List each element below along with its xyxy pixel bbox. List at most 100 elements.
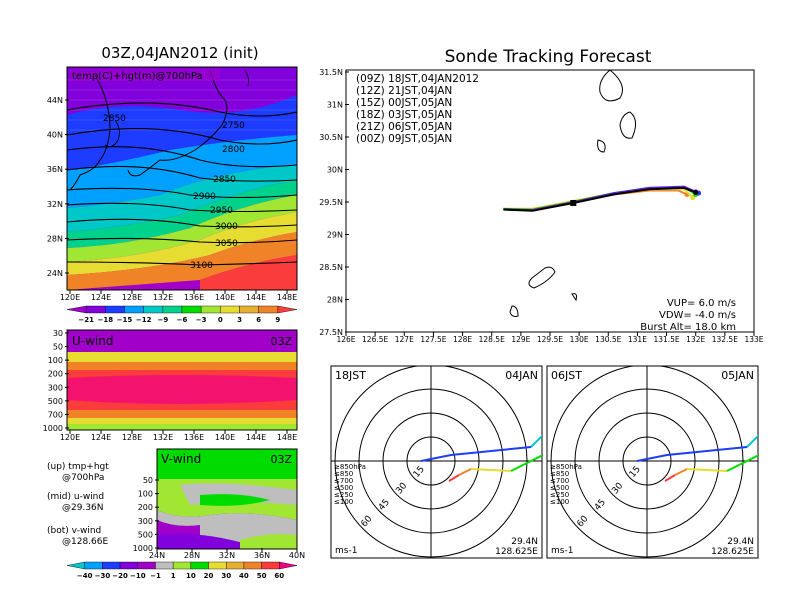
- track-map-frame: [345, 69, 755, 333]
- temp-colorbar: −21 −18 −15 −12 −9 −6 −3 0 3 6 9: [66, 305, 298, 324]
- hodograph-frame: [330, 365, 543, 559]
- contour-label: 3050: [215, 239, 238, 249]
- colorbar-label: 40: [239, 572, 249, 580]
- island-outline: [599, 70, 623, 102]
- hodograph-time: 18JST: [335, 369, 366, 382]
- note-mid-lat: @29.36N: [62, 503, 104, 513]
- colorbar-swatch: [220, 305, 240, 314]
- level-legend: ≤700: [334, 477, 353, 485]
- hodograph-time: 06JST: [551, 369, 582, 382]
- colorbar-label: −3: [196, 316, 207, 324]
- v-wind-panel: V-wind 03Z: [157, 449, 297, 549]
- lat-tick-label: 28N: [327, 296, 343, 305]
- hodograph-trace: [420, 446, 532, 462]
- hodograph-date: 04JAN: [505, 369, 538, 382]
- colorbar-label: −30: [95, 572, 111, 580]
- level-legend: ≤500: [550, 484, 569, 492]
- pressure-tick-label: 100: [48, 356, 63, 365]
- temp-map: 2850 2750 2800 2850 2900 2950 3000 3050 …: [67, 67, 297, 290]
- hodograph-trace: [530, 434, 542, 448]
- lon-tick-label: 120E: [60, 433, 80, 442]
- pressure-tick-label: 1000: [43, 424, 63, 433]
- lon-tick-label: 128E: [122, 433, 142, 442]
- colorbar-label: −40: [77, 572, 93, 580]
- hodograph-trace: [726, 454, 758, 472]
- pressure-tick-label: 100: [138, 490, 153, 499]
- temp-map-frame: [66, 66, 298, 291]
- level-legend: ≤250: [334, 491, 353, 499]
- lon-tick-label: 131.5E: [653, 335, 679, 344]
- colorbar-swatch: [181, 305, 202, 314]
- contour-label: 2950: [210, 206, 233, 216]
- hodograph-left: 15304560≥850hPa≤850≤700≤500≤250≤10018JST…: [330, 365, 543, 559]
- hodograph-trace: [746, 434, 758, 448]
- lat-tick-label: 36N: [254, 551, 270, 560]
- lon-tick-label: 128E: [453, 335, 472, 344]
- lon-tick-label: 136E: [184, 293, 204, 302]
- lon-tick-label: 120E: [60, 293, 80, 302]
- colorbar-label: 30: [221, 572, 231, 580]
- hodograph-lat: 29.4N: [727, 537, 754, 547]
- colorbar-label: 20: [204, 572, 214, 580]
- legend-entry: (15Z) 00JST,05JAN: [356, 97, 452, 109]
- hodograph-lon: 128.625E: [711, 547, 754, 557]
- track-legend: (09Z) 18JST,04JAN2012(12Z) 21JST,04JAN(1…: [356, 73, 479, 145]
- note-up: (up) tmp+hgt: [47, 462, 109, 472]
- contour-label: 3000: [215, 222, 238, 232]
- colorbar-swatch: [279, 561, 298, 570]
- legend-entry: (21Z) 06JST,05JAN: [356, 121, 452, 133]
- lat-tick-label: 36N: [47, 165, 63, 174]
- pressure-tick-label: 500: [48, 397, 63, 406]
- lat-tick-label: 44N: [47, 96, 63, 105]
- lon-tick-label: 131E: [628, 335, 647, 344]
- pressure-tick-label: 200: [48, 370, 63, 379]
- hodograph-trace: [636, 446, 748, 462]
- hodograph-trace: [470, 468, 512, 472]
- colorbar-swatch: [66, 305, 87, 314]
- lat-tick-label: 30N: [327, 166, 343, 175]
- lon-tick-label: 132E: [686, 335, 705, 344]
- colorbar-swatch: [143, 305, 164, 314]
- colorbar-swatch: [102, 561, 121, 570]
- island-outline: [571, 293, 577, 302]
- u-wind-frame: [66, 329, 298, 431]
- colorbar-swatch: [105, 305, 125, 314]
- lon-tick-label: 130.5E: [595, 335, 621, 344]
- hodograph-unit: ms-1: [551, 546, 573, 556]
- lon-tick-label: 128.5E: [479, 335, 505, 344]
- hodograph-lon: 128.625E: [495, 547, 538, 557]
- lat-tick-label: 27.5N: [319, 328, 343, 337]
- init-title: 03Z,04JAN2012 (init): [101, 44, 258, 62]
- launch-marker: [570, 199, 577, 206]
- lat-tick-label: 40N: [47, 131, 63, 140]
- level-legend: ≥850hPa: [334, 463, 366, 471]
- hodograph-right: 15304560≥850hPa≤850≤700≤500≤250≤10006JST…: [546, 365, 759, 559]
- lon-tick-label: 144E: [246, 293, 266, 302]
- note-up-level: @700hPa: [62, 473, 104, 483]
- colorbar-label: 9: [275, 316, 280, 324]
- contour-label: 2850: [213, 175, 236, 185]
- colorbar-label: −9: [157, 316, 168, 324]
- pressure-tick-label: 30: [53, 329, 63, 338]
- island-outline: [528, 266, 556, 289]
- lat-tick-label: 24N: [149, 551, 165, 560]
- lon-tick-label: 127E: [395, 335, 414, 344]
- colorbar-swatch: [239, 305, 259, 314]
- colorbar-swatch: [277, 305, 298, 314]
- lon-tick-label: 132.5E: [712, 335, 738, 344]
- lon-tick-label: 148E: [277, 433, 297, 442]
- note-bot-lon: @128.66E: [62, 537, 108, 547]
- lon-tick-label: 126.5E: [362, 335, 388, 344]
- colorbar-label: 1: [171, 572, 176, 580]
- colorbar-swatch: [258, 305, 279, 314]
- legend-entry: (09Z) 18JST,04JAN2012: [356, 73, 479, 85]
- lat-tick-label: 40N: [289, 551, 305, 560]
- track-map: [503, 70, 702, 317]
- colorbar-swatch: [208, 561, 227, 570]
- lon-tick-label: 129E: [511, 335, 530, 344]
- pressure-tick-label: 500: [138, 530, 153, 539]
- lat-tick-label: 28N: [47, 234, 63, 243]
- colorbar-label: −21: [78, 316, 94, 324]
- level-legend: ≤100: [334, 498, 353, 506]
